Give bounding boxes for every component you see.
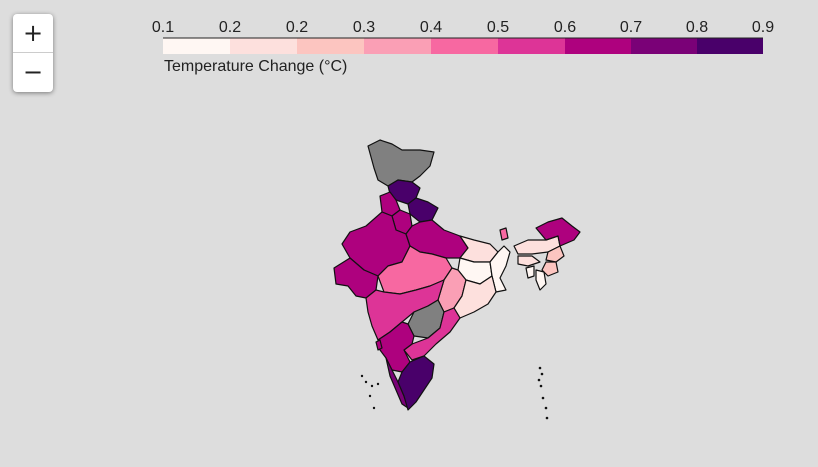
legend-tick-label: 0.8 — [686, 19, 708, 36]
region-manipur[interactable]: Manipur — [541, 261, 559, 277]
zoom-out-button[interactable]: − — [22, 58, 44, 86]
legend-tick-label: 0.4 — [420, 19, 442, 36]
legend-tick-label: 0.3 — [353, 19, 375, 36]
region-mizoram[interactable]: Mizoram — [535, 269, 547, 291]
legend-swatch — [230, 38, 297, 54]
lakshadweep-islands — [360, 374, 380, 410]
legend-tick-label: 0.9 — [752, 19, 774, 36]
zoom-control: + − — [13, 14, 53, 92]
region-tripura[interactable]: Tripura — [525, 265, 535, 279]
legend-ramp — [163, 38, 763, 54]
legend-title: Temperature Change (°C) — [164, 58, 347, 75]
legend-ticks: 0.1 0.2 0.2 0.3 0.4 0.5 0.6 0.7 0.8 0.9 — [152, 19, 774, 36]
legend-tick-label: 0.7 — [620, 19, 642, 36]
legend-tick-label: 0.2 — [286, 19, 308, 36]
legend-swatch — [498, 38, 565, 54]
zoom-in-button[interactable]: + — [13, 14, 53, 53]
legend-tick-label: 0.5 — [487, 19, 509, 36]
region-jammu-kashmir[interactable]: Jammu and Kashmir — [367, 139, 435, 187]
region-sikkim[interactable]: Sikkim — [499, 227, 509, 241]
legend-swatch — [297, 38, 364, 54]
legend-tick-label: 0.1 — [152, 19, 174, 36]
region-meghalaya[interactable]: Meghalaya — [517, 255, 541, 267]
region-nagaland[interactable]: Nagaland — [545, 245, 565, 263]
legend-tick-label: 0.6 — [554, 19, 576, 36]
legend-swatch — [431, 38, 498, 54]
legend-swatch — [163, 38, 230, 54]
region-arunachal-pradesh[interactable]: Arunachal Pradesh — [535, 217, 581, 247]
region-goa[interactable]: Goa — [375, 339, 383, 351]
legend-swatch — [364, 38, 431, 54]
andaman-nicobar-islands — [537, 366, 549, 420]
region-tamil-nadu[interactable]: Tamil Nadu — [397, 355, 435, 411]
legend-tick-label: 0.2 — [219, 19, 241, 36]
color-legend: 0.1 0.2 0.2 0.3 0.4 0.5 0.6 0.7 0.8 0.9 … — [152, 19, 774, 75]
region-uttarakhand[interactable]: Uttarakhand — [407, 197, 439, 223]
legend-swatch — [565, 38, 631, 54]
legend-swatch — [697, 38, 763, 54]
legend-swatch — [631, 38, 697, 54]
